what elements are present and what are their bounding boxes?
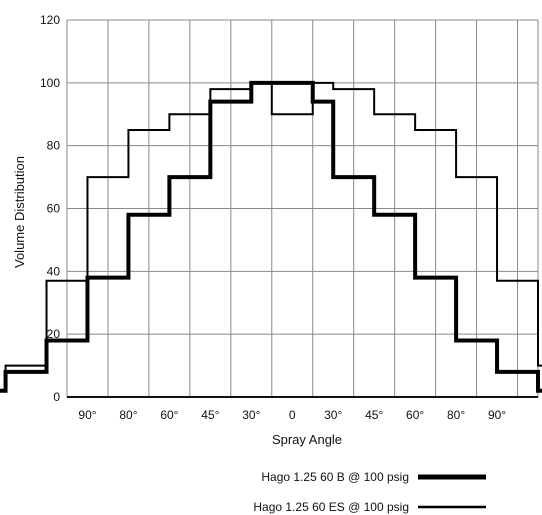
y-tick-labels: 0 20 40 60 80 100 120 (40, 13, 60, 404)
x-tick-label: 30° (242, 408, 260, 422)
x-tick-label: 90° (488, 408, 506, 422)
y-tick-label: 80 (47, 139, 61, 153)
x-axis-title: Spray Angle (272, 432, 342, 447)
y-tick-label: 60 (47, 202, 61, 216)
y-tick-label: 40 (47, 264, 61, 278)
series-line-1 (0, 80, 542, 393)
x-tick-label: 45° (365, 408, 383, 422)
y-axis-title: Volume Distribution (12, 156, 27, 268)
legend-label: Hago 1.25 60 ES @ 100 psig (253, 500, 409, 514)
y-tick-label: 100 (40, 76, 60, 90)
y-tick-label: 20 (47, 327, 61, 341)
series-layer (0, 80, 542, 393)
x-tick-labels: 90° 80° 60° 45° 30° 0 30° 45° 60° 80° 90° (78, 408, 506, 422)
y-tick-label: 120 (40, 13, 60, 27)
x-tick-label: 30° (324, 408, 342, 422)
x-tick-label: 90° (78, 408, 96, 422)
x-tick-label: 45° (201, 408, 219, 422)
x-tick-label: 60° (160, 408, 178, 422)
series-line-2 (0, 81, 542, 392)
y-tick-label: 0 (53, 390, 60, 404)
legend-label: Hago 1.25 60 B @ 100 psig (261, 470, 409, 484)
x-tick-label: 0 (289, 408, 296, 422)
x-tick-label: 80° (119, 408, 137, 422)
x-tick-label: 60° (406, 408, 424, 422)
x-tick-label: 80° (447, 408, 465, 422)
legend: Hago 1.25 60 B @ 100 psig Hago 1.25 60 ES… (253, 470, 486, 514)
